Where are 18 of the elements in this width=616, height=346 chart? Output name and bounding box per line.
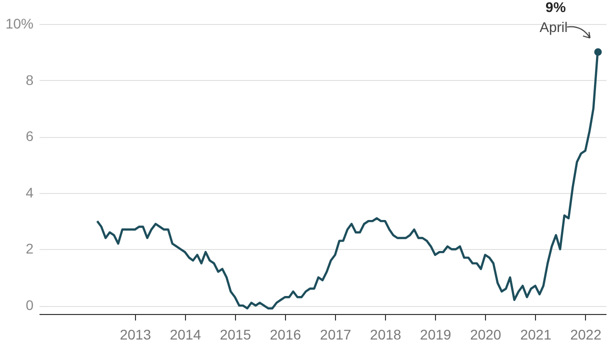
y-tick-label: 10% (5, 16, 34, 32)
x-tick-label: 2022 (570, 326, 602, 342)
x-tick-label: 2016 (270, 326, 302, 342)
x-tick-label: 2013 (120, 326, 152, 342)
x-tick-label: 2014 (170, 326, 202, 342)
x-tick-label: 2018 (370, 326, 402, 342)
y-tick-label: 8 (26, 72, 34, 88)
y-tick-label: 4 (26, 184, 34, 200)
x-tick-label: 2015 (220, 326, 252, 342)
annotation: April (540, 19, 568, 36)
y-tick-label: 2 (26, 240, 34, 257)
x-tick-label: 2017 (320, 326, 352, 342)
x-tick-label: 2019 (420, 326, 452, 342)
x-tick-label: 2020 (470, 326, 502, 342)
y-tick-label: 6 (26, 128, 34, 144)
text: 9% (546, 0, 566, 16)
x-tick-label: 2021 (520, 326, 552, 342)
y-tick-label: 0 (26, 297, 34, 314)
